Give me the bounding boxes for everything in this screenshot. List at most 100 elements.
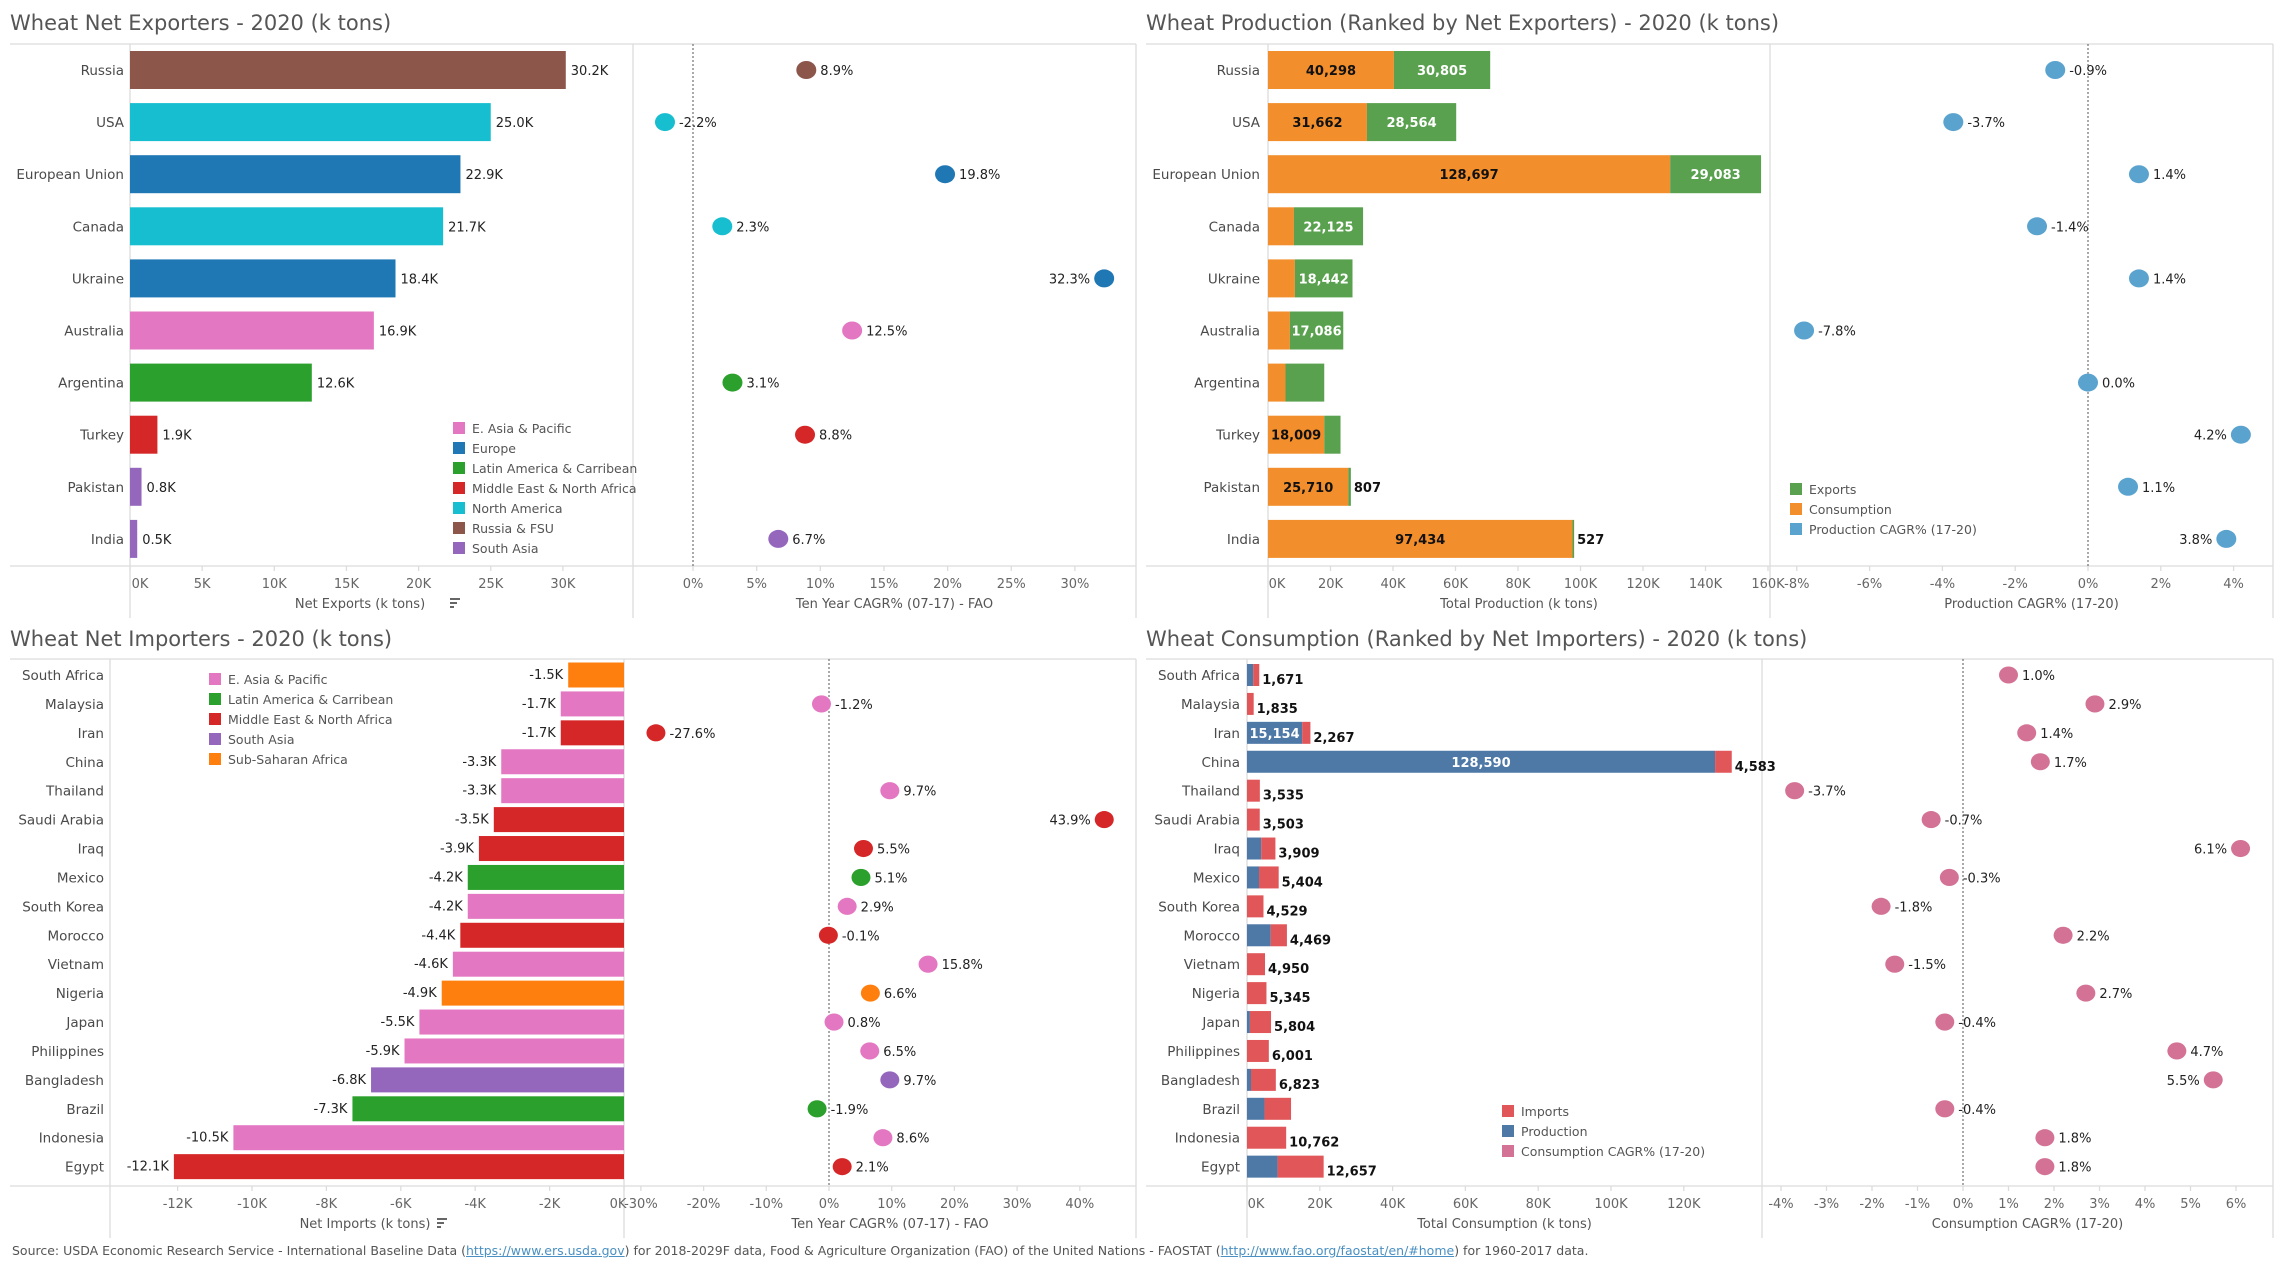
bar[interactable] xyxy=(441,980,624,1006)
data-point[interactable] xyxy=(2035,1158,2055,1176)
data-point[interactable] xyxy=(1885,955,1905,973)
bar[interactable] xyxy=(467,893,624,919)
data-point[interactable] xyxy=(646,724,666,742)
data-point[interactable] xyxy=(2167,1042,2187,1060)
fao-link[interactable]: http://www.fao.org/faostat/en/#home xyxy=(1220,1243,1455,1258)
bar[interactable] xyxy=(452,951,624,977)
bar-segment-imports[interactable] xyxy=(1247,808,1260,831)
data-point[interactable] xyxy=(712,217,733,236)
bar[interactable] xyxy=(130,259,396,298)
bar[interactable] xyxy=(467,864,624,890)
data-point[interactable] xyxy=(2078,373,2098,392)
bar[interactable] xyxy=(130,363,312,402)
data-point[interactable] xyxy=(818,926,838,944)
bar-segment-exports[interactable] xyxy=(1293,207,1364,246)
data-point[interactable] xyxy=(1935,1100,1955,1118)
bar[interactable] xyxy=(130,311,374,350)
bar-segment-imports[interactable] xyxy=(1247,953,1266,976)
bar-segment-exports[interactable] xyxy=(1670,155,1762,194)
bar[interactable] xyxy=(130,519,138,558)
bar-segment-exports[interactable] xyxy=(1393,51,1491,89)
data-point[interactable] xyxy=(2128,269,2149,288)
bar-segment-production[interactable] xyxy=(1247,866,1260,889)
data-point[interactable] xyxy=(1943,113,1964,132)
data-point[interactable] xyxy=(1094,269,1115,288)
bar[interactable] xyxy=(130,155,461,194)
bar-segment-consumption[interactable] xyxy=(1268,363,1286,402)
bar-segment-consumption[interactable] xyxy=(1268,415,1325,454)
bar[interactable] xyxy=(130,51,566,89)
bar-segment-exports[interactable] xyxy=(1294,259,1353,298)
data-point[interactable] xyxy=(1921,811,1941,829)
data-point[interactable] xyxy=(2030,753,2050,771)
bar[interactable] xyxy=(568,662,624,688)
bar-segment-imports[interactable] xyxy=(1247,692,1254,715)
bar-segment-imports[interactable] xyxy=(1247,1126,1287,1149)
bar[interactable] xyxy=(130,415,158,454)
data-point[interactable] xyxy=(935,165,956,184)
data-point[interactable] xyxy=(1935,1013,1955,1031)
data-point[interactable] xyxy=(2118,477,2139,496)
data-point[interactable] xyxy=(811,695,831,713)
data-point[interactable] xyxy=(1794,321,1815,340)
data-point[interactable] xyxy=(837,897,857,915)
bar[interactable] xyxy=(419,1009,624,1035)
data-point[interactable] xyxy=(2203,1071,2223,1089)
bar[interactable] xyxy=(404,1038,624,1064)
bar-segment-imports[interactable] xyxy=(1249,1011,1272,1034)
bar-segment-production[interactable] xyxy=(1247,1155,1278,1178)
data-point[interactable] xyxy=(2231,839,2251,858)
data-point[interactable] xyxy=(918,955,938,973)
bar-segment-consumption[interactable] xyxy=(1268,207,1294,246)
data-point[interactable] xyxy=(2017,724,2037,742)
bar[interactable] xyxy=(233,1125,624,1151)
data-point[interactable] xyxy=(832,1158,852,1176)
bar-segment-imports[interactable] xyxy=(1264,1097,1292,1120)
bar-segment-production[interactable] xyxy=(1247,1068,1252,1091)
data-point[interactable] xyxy=(795,425,816,444)
bar-segment-production[interactable] xyxy=(1247,721,1303,744)
data-point[interactable] xyxy=(2230,425,2251,444)
bar[interactable] xyxy=(501,778,624,804)
bar[interactable] xyxy=(173,1154,624,1180)
sort-icon[interactable] xyxy=(437,1218,447,1228)
data-point[interactable] xyxy=(722,373,743,392)
bar-segment-production[interactable] xyxy=(1247,750,1716,773)
data-point[interactable] xyxy=(768,529,789,548)
sort-icon[interactable] xyxy=(450,598,460,608)
data-point[interactable] xyxy=(851,868,871,886)
data-point[interactable] xyxy=(842,321,863,340)
data-point[interactable] xyxy=(2045,61,2066,79)
data-point[interactable] xyxy=(880,782,900,800)
data-point[interactable] xyxy=(1871,897,1891,915)
bar[interactable] xyxy=(130,103,491,142)
bar-segment-imports[interactable] xyxy=(1259,866,1279,889)
data-point[interactable] xyxy=(2085,695,2105,713)
bar-segment-exports[interactable] xyxy=(1366,103,1457,142)
data-point[interactable] xyxy=(860,1042,880,1060)
bar[interactable] xyxy=(501,749,624,775)
bar-segment-production[interactable] xyxy=(1247,664,1254,686)
bar-segment-production[interactable] xyxy=(1247,1011,1250,1034)
bar-segment-imports[interactable] xyxy=(1277,1155,1324,1178)
data-point[interactable] xyxy=(1999,666,2018,684)
data-point[interactable] xyxy=(860,984,880,1002)
bar-segment-imports[interactable] xyxy=(1715,750,1732,773)
bar[interactable] xyxy=(460,922,624,948)
bar-segment-exports[interactable] xyxy=(1285,363,1325,402)
bar[interactable] xyxy=(130,207,444,246)
bar-segment-imports[interactable] xyxy=(1261,837,1276,860)
bar-segment-imports[interactable] xyxy=(1270,924,1287,947)
bar-segment-consumption[interactable] xyxy=(1268,103,1367,142)
bar-segment-production[interactable] xyxy=(1247,1097,1265,1120)
data-point[interactable] xyxy=(1939,868,1959,886)
bar-segment-consumption[interactable] xyxy=(1268,467,1349,506)
bar-segment-consumption[interactable] xyxy=(1268,519,1573,558)
data-point[interactable] xyxy=(1094,811,1114,829)
bar-segment-imports[interactable] xyxy=(1247,895,1264,918)
data-point[interactable] xyxy=(824,1013,844,1031)
bar[interactable] xyxy=(130,467,142,506)
bar[interactable] xyxy=(493,807,624,833)
bar[interactable] xyxy=(371,1067,624,1093)
data-point[interactable] xyxy=(2128,165,2149,184)
